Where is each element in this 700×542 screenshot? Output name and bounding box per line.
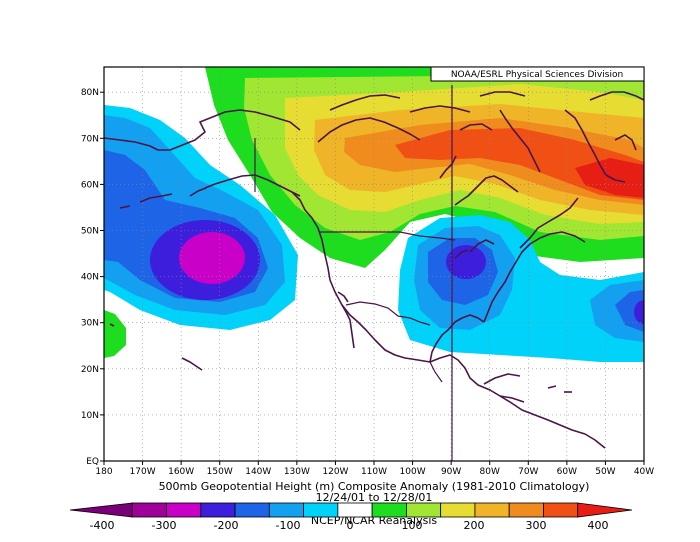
lon-tick-label: 170W (130, 467, 156, 477)
borders (254, 85, 456, 461)
lat-tick-label: EQ (86, 457, 99, 467)
positive-anomaly-red (575, 158, 644, 198)
lon-tick-label: 130W (284, 467, 310, 477)
colorbar-label: -200 (214, 519, 239, 532)
colorbar-label: -400 (90, 519, 115, 532)
atlantic-low-blue (615, 290, 644, 332)
colorbar-label: 400 (588, 519, 609, 532)
lon-tick-label: 110W (361, 467, 387, 477)
colorbar-label: -300 (152, 519, 177, 532)
colorbar-swatch (303, 502, 339, 518)
colorbar-label: 300 (526, 519, 547, 532)
lat-tick-label: 20N (81, 365, 99, 375)
lon-tick-label: 70W (518, 467, 538, 477)
lon-tick-label: 180 (95, 467, 112, 477)
subtropical-high-green (104, 310, 126, 358)
map-area (104, 67, 644, 461)
colorbar-swatch (371, 502, 407, 518)
longitude-labels: 180 170W 160W 150W 140W 130W 120W 110W 100W 90W 80… (95, 461, 654, 477)
grid (104, 67, 644, 461)
colorbar-swatch (166, 502, 202, 518)
colorbar-swatch (474, 502, 510, 518)
colorbar-label: -100 (276, 519, 301, 532)
lat-tick-label: 30N (81, 319, 99, 329)
lat-tick-label: 60N (81, 180, 99, 190)
colorbar-swatch (440, 502, 476, 518)
atlantic-low-darkblue (634, 300, 644, 324)
colorbar (69, 502, 633, 518)
colorbar-swatch (200, 502, 236, 518)
colorbar-label: 100 (402, 519, 423, 532)
lon-tick-label: 150W (207, 467, 233, 477)
lon-tick-label: 50W (595, 467, 615, 477)
credit-text: NOAA/ESRL Physical Sciences Division (451, 70, 623, 80)
lon-tick-label: 160W (168, 467, 194, 477)
colorbar-swatch (543, 502, 579, 518)
colorbar-swatch (577, 502, 633, 518)
lat-tick-label: 70N (81, 134, 99, 144)
lon-tick-label: 120W (322, 467, 348, 477)
date-range: 12/24/01 to 12/28/01 (316, 491, 433, 504)
lat-tick-label: 10N (81, 411, 99, 421)
colorbar-swatch (508, 502, 544, 518)
lon-tick-label: 100W (400, 467, 426, 477)
credit-box: NOAA/ESRL Physical Sciences Division (430, 66, 645, 82)
lon-tick-label: 60W (557, 467, 577, 477)
east-us-low-darkblue (446, 245, 486, 279)
lat-tick-label: 80N (81, 88, 99, 98)
colorbar-swatch (337, 502, 373, 518)
lat-tick-label: 50N (81, 227, 99, 237)
lon-tick-label: 90W (441, 467, 461, 477)
colorbar-swatch (131, 502, 167, 518)
lon-tick-label: 80W (480, 467, 500, 477)
positive-anomaly-redorange (395, 128, 644, 200)
lat-tick-label: 40N (81, 273, 99, 283)
colorbar-swatch (405, 502, 442, 518)
lon-tick-label: 140W (245, 467, 271, 477)
latitude-labels: EQ 10N 20N 30N 40N 50N 60N 70N 80N (81, 88, 104, 467)
colorbar-label: 0 (347, 519, 354, 532)
plot-title: 500mb Geopotential Height (m) Composite … (159, 480, 590, 493)
colorbar-label: 200 (464, 519, 485, 532)
pacific-low-magenta (179, 232, 245, 284)
colorbar-labels: -400 -300 -200 -100 0 100 200 300 400 (90, 519, 609, 532)
colorbar-swatch (268, 502, 305, 518)
colorbar-swatch (234, 502, 270, 518)
coastlines (104, 91, 644, 449)
lon-tick-label: 40W (634, 467, 654, 477)
colorbar-swatch (69, 502, 133, 518)
